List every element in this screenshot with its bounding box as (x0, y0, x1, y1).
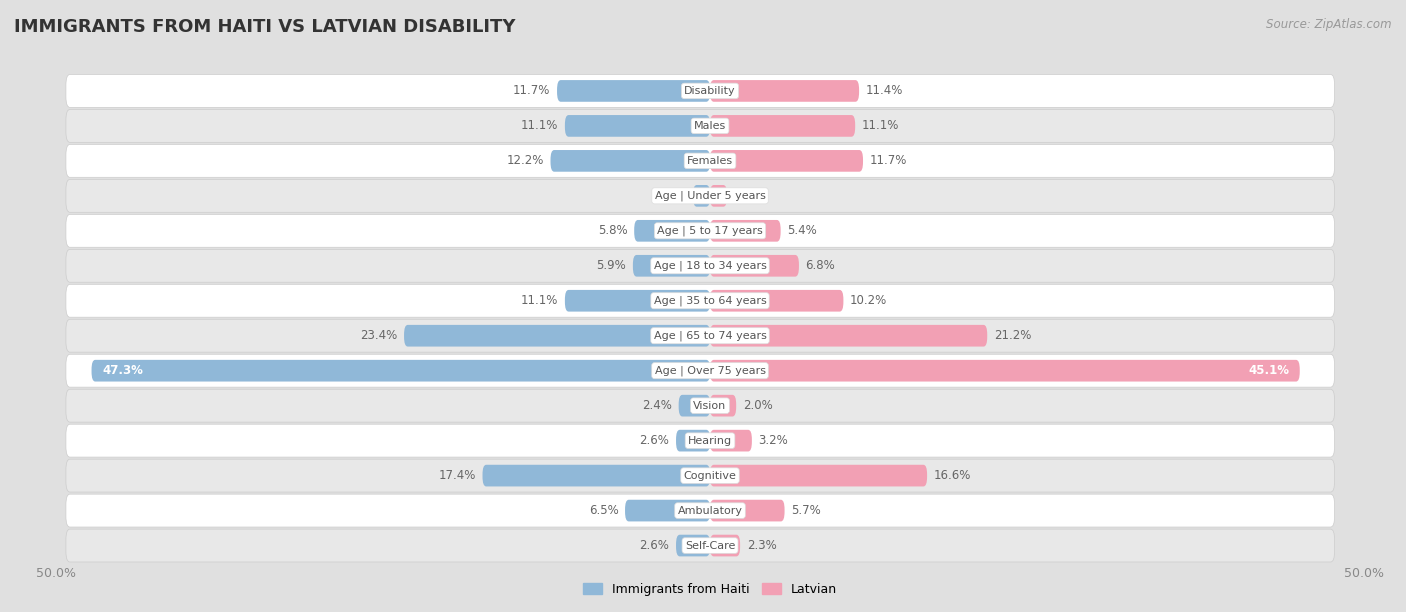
FancyBboxPatch shape (710, 185, 727, 207)
FancyBboxPatch shape (710, 290, 844, 312)
FancyBboxPatch shape (633, 255, 710, 277)
Text: 23.4%: 23.4% (360, 329, 398, 342)
FancyBboxPatch shape (710, 535, 740, 556)
FancyBboxPatch shape (66, 389, 1334, 422)
FancyBboxPatch shape (710, 360, 1299, 381)
FancyBboxPatch shape (710, 220, 780, 242)
FancyBboxPatch shape (565, 115, 710, 136)
Text: 5.9%: 5.9% (596, 259, 626, 272)
Text: 2.3%: 2.3% (747, 539, 776, 552)
FancyBboxPatch shape (66, 529, 1334, 562)
FancyBboxPatch shape (66, 424, 1334, 457)
FancyBboxPatch shape (565, 290, 710, 312)
FancyBboxPatch shape (66, 110, 1334, 143)
Text: 5.8%: 5.8% (598, 225, 627, 237)
FancyBboxPatch shape (66, 494, 1334, 527)
FancyBboxPatch shape (66, 319, 1334, 352)
Text: 2.6%: 2.6% (640, 434, 669, 447)
FancyBboxPatch shape (66, 354, 1334, 387)
FancyBboxPatch shape (404, 325, 710, 346)
Text: 47.3%: 47.3% (103, 364, 143, 377)
Text: 2.0%: 2.0% (742, 399, 772, 412)
FancyBboxPatch shape (710, 430, 752, 452)
Text: 6.8%: 6.8% (806, 259, 835, 272)
Text: Males: Males (695, 121, 725, 131)
FancyBboxPatch shape (710, 255, 799, 277)
FancyBboxPatch shape (676, 430, 710, 452)
Text: Age | Under 5 years: Age | Under 5 years (655, 190, 765, 201)
Text: 11.1%: 11.1% (522, 294, 558, 307)
Text: 17.4%: 17.4% (439, 469, 477, 482)
Text: Age | 65 to 74 years: Age | 65 to 74 years (654, 330, 766, 341)
Text: Self-Care: Self-Care (685, 540, 735, 551)
Legend: Immigrants from Haiti, Latvian: Immigrants from Haiti, Latvian (578, 578, 842, 601)
FancyBboxPatch shape (482, 465, 710, 487)
Text: 6.5%: 6.5% (589, 504, 619, 517)
Text: 1.3%: 1.3% (734, 189, 763, 203)
Text: Source: ZipAtlas.com: Source: ZipAtlas.com (1267, 18, 1392, 31)
FancyBboxPatch shape (710, 395, 737, 417)
Text: Age | 35 to 64 years: Age | 35 to 64 years (654, 296, 766, 306)
Text: IMMIGRANTS FROM HAITI VS LATVIAN DISABILITY: IMMIGRANTS FROM HAITI VS LATVIAN DISABIL… (14, 18, 516, 36)
FancyBboxPatch shape (679, 395, 710, 417)
Text: 11.1%: 11.1% (522, 119, 558, 132)
Text: 2.6%: 2.6% (640, 539, 669, 552)
FancyBboxPatch shape (710, 465, 927, 487)
Text: 11.7%: 11.7% (869, 154, 907, 167)
Text: 1.3%: 1.3% (657, 189, 686, 203)
Text: Females: Females (688, 156, 733, 166)
FancyBboxPatch shape (551, 150, 710, 172)
Text: Age | 18 to 34 years: Age | 18 to 34 years (654, 261, 766, 271)
Text: Disability: Disability (685, 86, 735, 96)
Text: 16.6%: 16.6% (934, 469, 972, 482)
Text: 3.2%: 3.2% (758, 434, 789, 447)
FancyBboxPatch shape (710, 80, 859, 102)
Text: Cognitive: Cognitive (683, 471, 737, 480)
FancyBboxPatch shape (710, 150, 863, 172)
Text: 11.1%: 11.1% (862, 119, 898, 132)
FancyBboxPatch shape (693, 185, 710, 207)
Text: Age | Over 75 years: Age | Over 75 years (655, 365, 765, 376)
Text: Ambulatory: Ambulatory (678, 506, 742, 515)
FancyBboxPatch shape (66, 249, 1334, 282)
Text: Vision: Vision (693, 401, 727, 411)
Text: 5.4%: 5.4% (787, 225, 817, 237)
Text: Hearing: Hearing (688, 436, 733, 446)
FancyBboxPatch shape (626, 500, 710, 521)
FancyBboxPatch shape (676, 535, 710, 556)
FancyBboxPatch shape (66, 144, 1334, 177)
Text: 2.4%: 2.4% (643, 399, 672, 412)
Text: 21.2%: 21.2% (994, 329, 1031, 342)
FancyBboxPatch shape (66, 214, 1334, 247)
FancyBboxPatch shape (710, 115, 855, 136)
FancyBboxPatch shape (66, 75, 1334, 107)
FancyBboxPatch shape (66, 459, 1334, 492)
FancyBboxPatch shape (91, 360, 710, 381)
Text: 45.1%: 45.1% (1249, 364, 1289, 377)
FancyBboxPatch shape (710, 500, 785, 521)
FancyBboxPatch shape (66, 285, 1334, 317)
Text: 12.2%: 12.2% (506, 154, 544, 167)
FancyBboxPatch shape (66, 179, 1334, 212)
FancyBboxPatch shape (557, 80, 710, 102)
FancyBboxPatch shape (710, 325, 987, 346)
Text: 11.7%: 11.7% (513, 84, 551, 97)
Text: 11.4%: 11.4% (866, 84, 903, 97)
Text: 5.7%: 5.7% (792, 504, 821, 517)
FancyBboxPatch shape (634, 220, 710, 242)
Text: Age | 5 to 17 years: Age | 5 to 17 years (657, 226, 763, 236)
Text: 10.2%: 10.2% (851, 294, 887, 307)
